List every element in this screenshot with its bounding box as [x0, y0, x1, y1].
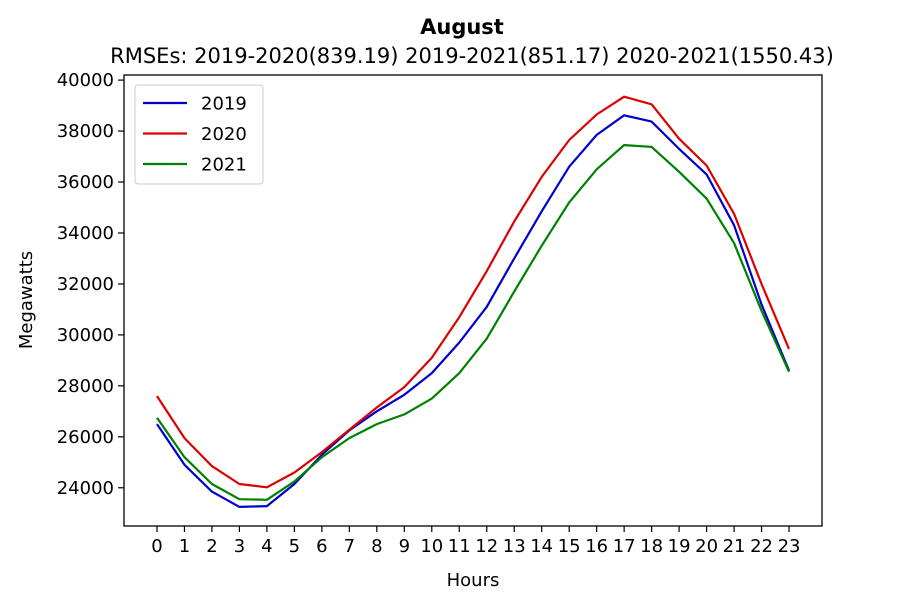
legend-label-2019: 2019	[201, 94, 247, 115]
x-tick-label: 13	[503, 536, 526, 557]
x-tick-label: 0	[151, 536, 162, 557]
legend-label-2021: 2021	[201, 155, 247, 176]
y-tick-label: 32000	[57, 274, 114, 295]
x-tick-label: 7	[344, 536, 355, 557]
x-tick-label: 1	[179, 536, 190, 557]
x-tick-label: 16	[585, 536, 608, 557]
y-tick-label: 24000	[57, 478, 114, 499]
series-line-2019	[156, 114, 791, 508]
x-tick-label: 8	[371, 536, 382, 557]
x-tick-label: 17	[613, 536, 636, 557]
x-tick-label: 5	[289, 536, 300, 557]
y-tick-label: 28000	[57, 376, 114, 397]
y-tick-label: 30000	[57, 325, 114, 346]
y-tick-label: 26000	[57, 427, 114, 448]
y-axis-label: Megawatts	[16, 251, 37, 349]
x-tick-label: 22	[750, 536, 773, 557]
x-tick-label: 12	[475, 536, 498, 557]
x-tick-label: 14	[530, 536, 553, 557]
x-tick-label: 19	[668, 536, 691, 557]
chart-subtitle: RMSEs: 2019-2020(839.19) 2019-2021(851.1…	[110, 44, 834, 68]
y-tick-label: 40000	[57, 70, 114, 91]
y-tick-label: 34000	[57, 223, 114, 244]
x-axis-label: Hours	[447, 570, 500, 591]
x-tick-label: 3	[234, 536, 245, 557]
x-tick-label: 21	[723, 536, 746, 557]
x-tick-label: 11	[448, 536, 471, 557]
y-tick-label: 36000	[57, 172, 114, 193]
x-tick-label: 4	[261, 536, 272, 557]
plot-frame	[123, 74, 823, 527]
legend: 2019 2020 2021	[134, 84, 264, 185]
chart-title: August	[420, 15, 504, 39]
x-tick-label: 18	[640, 536, 663, 557]
x-tick-label: 6	[316, 536, 327, 557]
y-tick-label: 38000	[57, 121, 114, 142]
legend-label-2020: 2020	[201, 124, 247, 145]
legend-frame	[134, 84, 264, 185]
series-line-2021	[156, 144, 791, 501]
x-tick-label: 20	[695, 536, 718, 557]
plot-area: 0 1 2 3 4 5 6 7 8 9 10 11 12 13 14 15 16 17 18 19 20 21 22 2324…	[57, 70, 801, 557]
x-tick-label: 9	[399, 536, 410, 557]
series-line-2020	[156, 95, 791, 489]
x-tick-label: 10	[420, 536, 443, 557]
x-tick-label: 2	[206, 536, 217, 557]
x-tick-label: 23	[778, 536, 801, 557]
x-tick-label: 15	[558, 536, 581, 557]
